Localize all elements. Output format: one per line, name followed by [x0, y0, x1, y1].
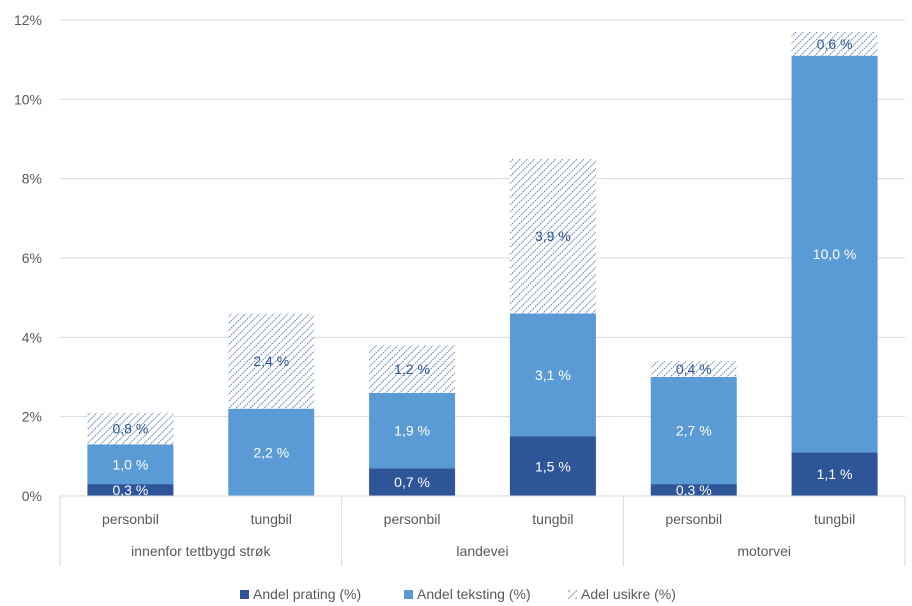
- legend-swatch: [404, 590, 413, 599]
- y-tick-label: 0%: [22, 488, 42, 504]
- x-category-label: personbil: [102, 511, 159, 527]
- legend: Andel prating (%) Andel teksting (%) Adel …: [240, 586, 676, 602]
- bar-segment: [509, 436, 596, 496]
- bar-segment: [650, 361, 737, 377]
- y-tick-label: 12%: [14, 12, 42, 28]
- y-tick-label: 6%: [22, 250, 42, 266]
- data-label: 1,5 %: [535, 458, 571, 474]
- bar-segment: [650, 377, 737, 485]
- data-label: 2,7 %: [676, 423, 712, 439]
- data-label: 0,3 %: [113, 482, 149, 498]
- data-label: 0,4 %: [676, 361, 712, 377]
- legend-label: Adel usikre (%): [581, 586, 676, 602]
- data-label: 0,7 %: [394, 474, 430, 490]
- y-tick-label: 8%: [22, 171, 42, 187]
- bar-segment: [509, 158, 596, 314]
- bar-segment: [369, 468, 456, 496]
- data-label: 1,1 %: [817, 466, 853, 482]
- data-label: 3,1 %: [535, 367, 571, 383]
- gridlines: [60, 19, 905, 418]
- bar-segment: [791, 55, 878, 453]
- data-label: 3,9 %: [535, 228, 571, 244]
- data-label: 0,3 %: [676, 482, 712, 498]
- bar-segment: [87, 412, 174, 445]
- legend-label: Andel teksting (%): [417, 586, 531, 602]
- bar-segment: [791, 452, 878, 496]
- data-label: 0,8 %: [113, 421, 149, 437]
- bar-segment: [509, 313, 596, 437]
- x-category-label: personbil: [384, 511, 441, 527]
- x-group-label: landevei: [456, 543, 508, 559]
- bar-segment: [650, 484, 737, 496]
- legend-swatch: [240, 590, 249, 599]
- y-tick-label: 10%: [14, 91, 42, 107]
- bar-segment: [228, 313, 315, 409]
- bar-segment: [369, 392, 456, 469]
- y-tick-label: 4%: [22, 329, 42, 345]
- data-label: 10,0 %: [813, 246, 857, 262]
- legend-label: Andel prating (%): [253, 586, 361, 602]
- x-group-label: motorvei: [737, 543, 791, 559]
- data-label: 1,2 %: [394, 361, 430, 377]
- bar-segment: [228, 408, 315, 496]
- y-axis: 0% 2% 4% 6% 8% 10% 12%: [14, 12, 42, 504]
- bar-segment: [87, 484, 174, 496]
- x-group-label: innenfor tettbygd strøk: [131, 543, 271, 559]
- data-label: 1,9 %: [394, 423, 430, 439]
- x-axis: personbil tungbil personbil tungbil personbi…: [59, 495, 906, 566]
- bar-segment: [791, 31, 878, 56]
- bar-segment: [369, 345, 456, 393]
- y-tick-label: 2%: [22, 409, 42, 425]
- data-label: 2,4 %: [253, 353, 289, 369]
- bar-labels: 0,3 % 1,0 % 0,8 % 2,2 % 2,4 % 0,7 % 1,9 % 1,2 %…: [113, 36, 857, 498]
- x-category-label: tungbil: [251, 511, 292, 527]
- data-label: 2,2 %: [253, 444, 289, 460]
- bars: [87, 31, 878, 496]
- x-category-label: tungbil: [814, 511, 855, 527]
- data-label: 0,6 %: [817, 36, 853, 52]
- bar-segment: [87, 444, 174, 485]
- x-category-label: personbil: [665, 511, 722, 527]
- legend-swatch: [568, 590, 577, 599]
- data-label: 1,0 %: [113, 456, 149, 472]
- x-category-label: tungbil: [532, 511, 573, 527]
